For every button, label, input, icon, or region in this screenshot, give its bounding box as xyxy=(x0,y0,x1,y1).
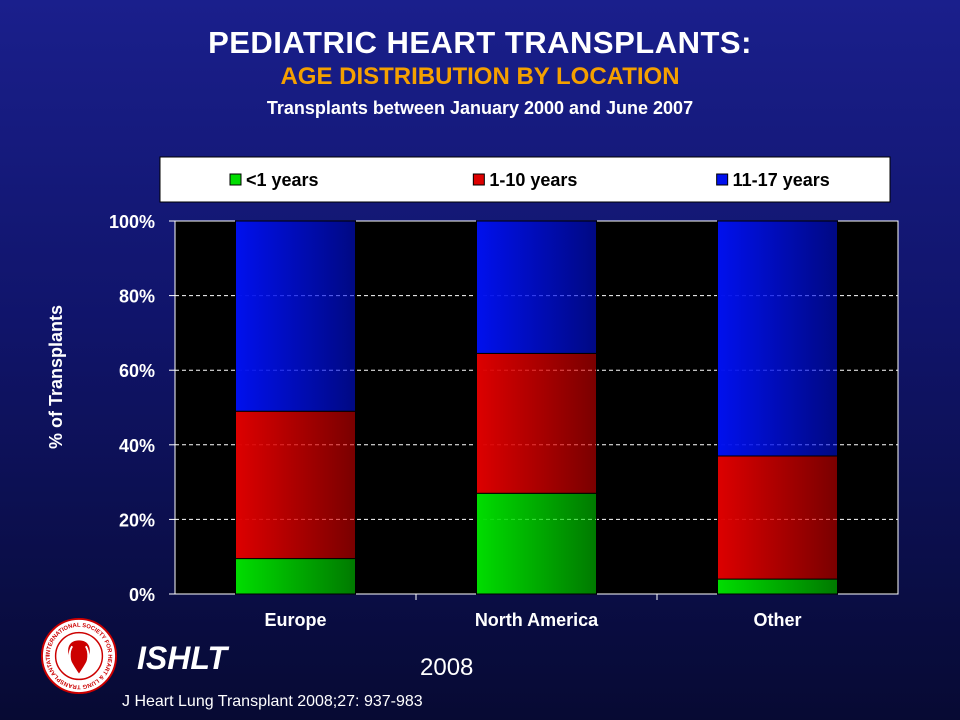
legend-swatch xyxy=(229,173,242,186)
legend-swatch xyxy=(472,173,485,186)
bar-segment xyxy=(235,558,356,595)
y-tick-label: 100% xyxy=(109,212,155,232)
footer-citation: J Heart Lung Transplant 2008;27: 937-983 xyxy=(122,693,423,710)
ishlt-logo: INTERNATIONAL SOCIETY FOR HEART & LUNG T… xyxy=(40,617,118,695)
y-tick-label: 0% xyxy=(129,585,155,605)
bar-segment xyxy=(717,220,838,457)
legend-label: 11-17 years xyxy=(733,170,830,190)
chart-date-range: Transplants between January 2000 and Jun… xyxy=(266,98,694,118)
legend-box xyxy=(159,156,891,203)
legend-label: <1 years xyxy=(246,170,319,190)
bar-segment xyxy=(476,492,597,595)
x-tick-label: North America xyxy=(475,610,599,630)
bar-segment xyxy=(717,455,838,580)
bar-segment xyxy=(235,220,356,412)
y-axis-label: % of Transplants xyxy=(46,305,66,449)
footer-year: 2008 xyxy=(420,654,474,681)
bar-segment xyxy=(235,410,356,560)
bar-segment xyxy=(476,352,597,494)
chart-title: PEDIATRIC HEART TRANSPLANTS: xyxy=(208,25,752,60)
y-tick-label: 40% xyxy=(119,436,155,456)
title-block: PEDIATRIC HEART TRANSPLANTS: AGE DISTRIB… xyxy=(0,24,960,120)
legend-swatch xyxy=(716,173,729,186)
y-tick-label: 80% xyxy=(119,287,155,307)
footer-org: ISHLT xyxy=(137,640,228,676)
legend-label: 1-10 years xyxy=(489,170,577,190)
bar-segment xyxy=(717,578,838,595)
x-tick-label: Europe xyxy=(264,610,326,630)
bar-segment xyxy=(476,220,597,354)
x-tick-label: Other xyxy=(753,610,801,630)
y-tick-label: 20% xyxy=(119,510,155,530)
chart-subtitle: AGE DISTRIBUTION BY LOCATION xyxy=(280,63,680,90)
y-tick-label: 60% xyxy=(119,361,155,381)
